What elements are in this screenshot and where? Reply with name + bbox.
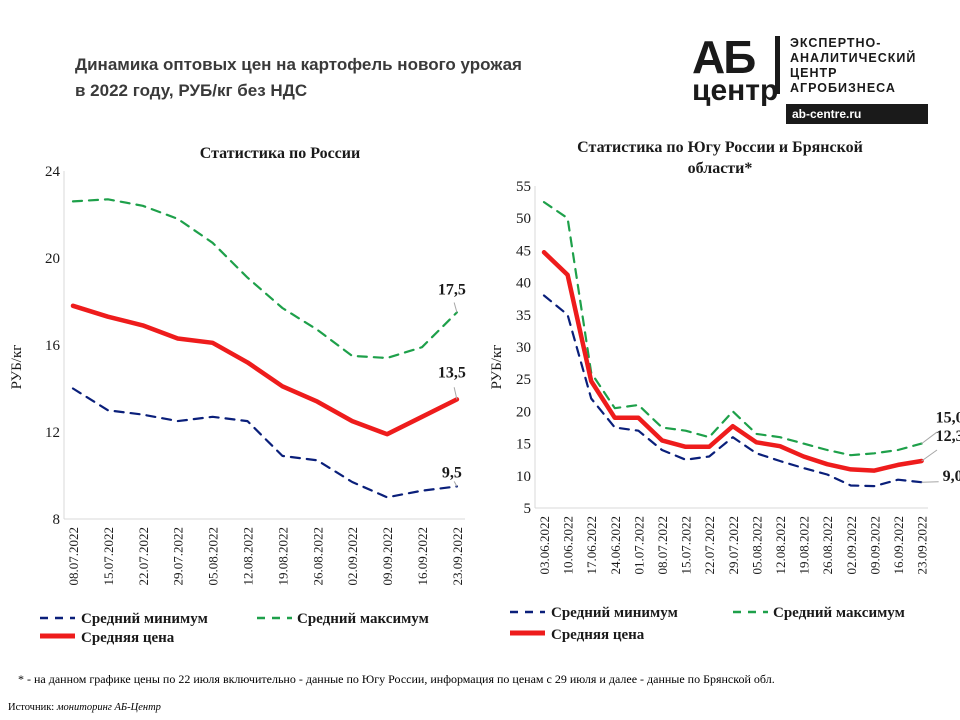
x-tick-label: 01.07.2022 [631, 516, 646, 575]
x-tick-label: 23.09.2022 [450, 527, 465, 586]
y-tick-label: 50 [516, 211, 531, 227]
page-title-line1: Динамика оптовых цен на картофель нового… [75, 55, 522, 74]
x-tick-label: 12.08.2022 [241, 527, 256, 586]
series-line-min [71, 387, 458, 499]
logo-caption-line2: АНАЛИТИЧЕСКИЙ [790, 51, 917, 65]
logo-caption-line1: ЭКСПЕРТНО- [790, 36, 882, 50]
x-tick-label: 09.09.2022 [867, 516, 882, 575]
y-tick-label: 10 [516, 469, 531, 485]
x-tick-label: 09.09.2022 [380, 527, 395, 586]
logo-caption-line4: АГРОБИЗНЕСА [790, 81, 896, 95]
y-tick-label: 20 [45, 251, 60, 267]
x-tick-label: 19.08.2022 [797, 516, 812, 575]
source-label: Источник: [8, 702, 55, 713]
source-value: мониторинг АБ-Центр [56, 702, 161, 713]
y-tick-label: 24 [45, 164, 61, 180]
x-tick-label: 15.07.2022 [679, 516, 694, 575]
series-line-avg [70, 303, 460, 437]
ab-centre-logo: АБ центр ЭКСПЕРТНО- АНАЛИТИЧЕСКИЙ ЦЕНТР … [692, 32, 932, 127]
end-value-label: 9,0 [943, 468, 960, 485]
logo-big-letters: АБ [692, 31, 756, 83]
source-line: Источник: мониторинг АБ-Центр [8, 702, 161, 713]
legend-min-label: Средний минимум [551, 605, 678, 621]
chart-south-bryansk: Статистика по Югу России и Брянской обла… [489, 139, 960, 575]
chart-title-line2: области* [688, 160, 753, 177]
x-tick-label: 23.09.2022 [915, 516, 930, 575]
x-tick-label: 17.06.2022 [584, 516, 599, 575]
y-axis-label: РУБ/кг [489, 345, 505, 390]
chart-title: Статистика по России [200, 145, 360, 162]
logo-small-word: центр [692, 74, 779, 107]
page-title-line2: в 2022 году, РУБ/кг без НДС [75, 81, 308, 100]
chart-russia: Статистика по России РУБ/кг 8 12 16 20 24 08.… [9, 145, 466, 586]
chart-title-line1: Статистика по Югу России и Брянской [577, 139, 863, 156]
x-tick-label: 08.07.2022 [655, 516, 670, 575]
series-line-min [542, 294, 923, 488]
legend-avg-label: Средняя цена [81, 630, 175, 646]
x-tick-label: 26.08.2022 [310, 527, 325, 586]
x-tick-label: 05.08.2022 [749, 516, 764, 575]
x-tick-label: 12.08.2022 [773, 516, 788, 575]
y-tick-label: 20 [516, 404, 531, 420]
x-tick-label: 03.06.2022 [537, 516, 552, 575]
x-tick-label: 26.08.2022 [820, 516, 835, 575]
y-tick-label: 15 [516, 437, 531, 453]
series-line-avg [541, 250, 924, 473]
legend-avg-label: Средняя цена [551, 627, 645, 643]
end-label-leader [921, 431, 938, 445]
y-tick-label: 40 [516, 276, 531, 292]
x-tick-label: 22.07.2022 [136, 527, 151, 586]
end-value-label: 15,0 [936, 410, 960, 427]
x-tick-label: 02.09.2022 [345, 527, 360, 586]
x-tick-label: 29.07.2022 [171, 527, 186, 586]
y-tick-label: 16 [45, 338, 61, 354]
y-tick-label: 8 [53, 512, 61, 528]
x-tick-label: 19.08.2022 [275, 527, 290, 586]
y-tick-label: 55 [516, 179, 531, 195]
y-tick-label: 30 [516, 340, 531, 356]
series-line-max [542, 200, 923, 457]
end-value-label: 17,5 [438, 281, 466, 298]
page-title: Динамика оптовых цен на картофель нового… [75, 52, 522, 104]
y-axis-label: РУБ/кг [9, 345, 25, 390]
legend-right: Средний минимум Средний максимум Средняя… [510, 605, 905, 643]
end-label-leader [921, 449, 938, 462]
logo-caption: ЭКСПЕРТНО- АНАЛИТИЧЕСКИЙ ЦЕНТР АГРОБИЗНЕ… [790, 36, 916, 96]
x-tick-label: 29.07.2022 [726, 516, 741, 575]
y-tick-label: 25 [516, 372, 531, 388]
end-label-leader [453, 481, 458, 487]
x-tick-label: 16.09.2022 [891, 516, 906, 575]
legend-max-label: Средний максимум [297, 611, 429, 627]
x-tick-label: 22.07.2022 [702, 516, 717, 575]
end-value-label: 12,3 [936, 428, 960, 445]
x-tick-label: 10.06.2022 [561, 516, 576, 575]
y-tick-label: 45 [516, 243, 531, 259]
footnote: * - на данном графике цены по 22 июля вк… [18, 672, 775, 686]
end-label-leader [453, 302, 458, 313]
legend-left: Средний минимум Средний максимум Средняя… [40, 611, 429, 646]
logo-caption-line3: ЦЕНТР [790, 66, 838, 80]
legend-max-label: Средний максимум [773, 605, 905, 621]
x-tick-label: 15.07.2022 [101, 527, 116, 586]
x-tick-label: 02.09.2022 [844, 516, 859, 575]
x-tick-label: 24.06.2022 [608, 516, 623, 575]
x-tick-label: 16.09.2022 [415, 527, 430, 586]
end-label-leader [453, 387, 458, 400]
logo-divider [775, 36, 780, 94]
y-tick-label: 35 [516, 308, 531, 324]
series-line-max [71, 198, 458, 360]
end-label-leader [921, 481, 939, 483]
y-tick-label: 5 [524, 501, 532, 517]
end-value-label: 9,5 [442, 464, 462, 481]
x-tick-label: 08.07.2022 [66, 527, 81, 586]
legend-min-label: Средний минимум [81, 611, 208, 627]
x-tick-label: 05.08.2022 [206, 527, 221, 586]
end-value-label: 13,5 [438, 364, 466, 381]
logo-url: ab-centre.ru [786, 104, 928, 124]
y-tick-label: 12 [45, 425, 60, 441]
